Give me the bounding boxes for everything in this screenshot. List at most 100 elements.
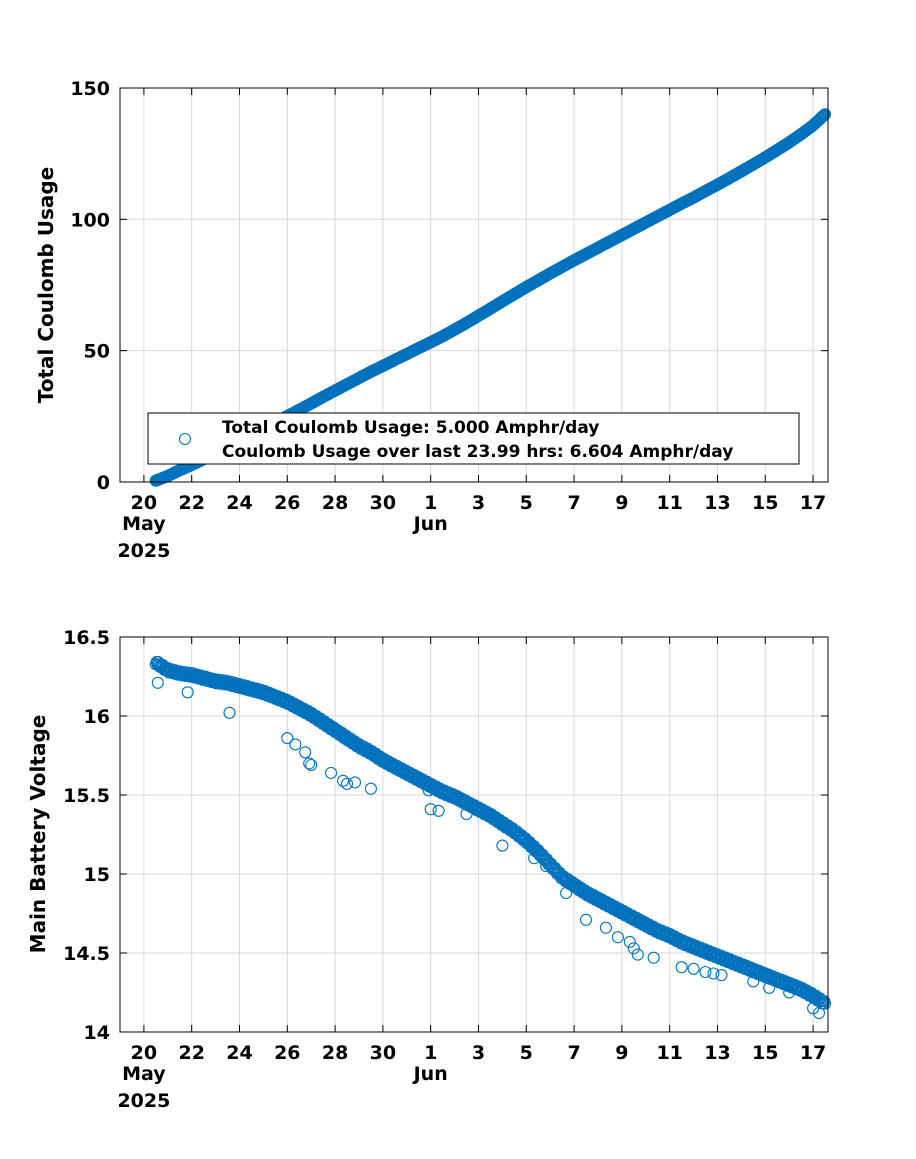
outlier-point bbox=[623, 935, 636, 948]
outlier-point bbox=[579, 913, 593, 926]
x-month-label: May bbox=[122, 1063, 166, 1085]
outlier-point bbox=[337, 774, 350, 787]
x-tick-label: 7 bbox=[567, 1042, 580, 1064]
x-tick-label: 1 bbox=[424, 492, 437, 514]
x-tick-label: 22 bbox=[178, 1042, 204, 1064]
outlier-point bbox=[281, 732, 294, 745]
x-tick-label: 30 bbox=[370, 1042, 396, 1064]
legend-marker bbox=[178, 432, 192, 446]
x-tick-label: 1 bbox=[424, 1042, 437, 1064]
outlier-point bbox=[422, 784, 435, 797]
outlier-point bbox=[289, 738, 302, 751]
outlier-point bbox=[340, 777, 354, 790]
x-tick-label: 26 bbox=[274, 1042, 300, 1064]
x-tick-label: 5 bbox=[520, 492, 533, 514]
outlier-point bbox=[715, 969, 728, 982]
outlier-point bbox=[675, 961, 688, 974]
outlier-point bbox=[687, 962, 700, 975]
outlier-point bbox=[496, 839, 509, 852]
outlier-point bbox=[303, 757, 316, 770]
legend: Total Coulomb Usage: 5.000 Amphr/day Cou… bbox=[147, 412, 800, 465]
y-tick-label: 14.5 bbox=[63, 943, 110, 965]
x-tick-label: 9 bbox=[615, 492, 628, 514]
x-month-label: May bbox=[122, 513, 166, 535]
outlier-point bbox=[747, 975, 760, 988]
x-tick-label: 13 bbox=[704, 492, 730, 514]
outlier-point bbox=[783, 986, 796, 999]
legend-entry-total: Total Coulomb Usage: 5.000 Amphr/day bbox=[222, 418, 599, 438]
x-tick-label: 24 bbox=[226, 492, 252, 514]
outlier-point bbox=[305, 758, 318, 772]
outlier-point bbox=[348, 776, 362, 789]
outlier-point bbox=[631, 948, 644, 961]
y-tick-label: 150 bbox=[70, 78, 110, 100]
x-tick-label: 24 bbox=[226, 1042, 252, 1064]
y-tick-label: 16 bbox=[84, 706, 110, 728]
coulomb-y-axis-title: Total Coulomb Usage bbox=[34, 167, 58, 404]
legend-box bbox=[147, 412, 800, 465]
outlier-point bbox=[611, 931, 624, 944]
outlier-point bbox=[424, 803, 437, 816]
outlier-point bbox=[432, 804, 445, 817]
outlier-point bbox=[599, 921, 612, 934]
y-tick-label: 15.5 bbox=[63, 785, 110, 807]
x-tick-label: 11 bbox=[656, 492, 682, 514]
data-point bbox=[814, 112, 827, 125]
voltage-y-axis-title: Main Battery Voltage bbox=[26, 715, 50, 954]
x-tick-label: 7 bbox=[567, 492, 580, 514]
x-tick-label: 22 bbox=[178, 492, 204, 514]
x-tick-label: 28 bbox=[322, 1042, 348, 1064]
x-tick-label: 13 bbox=[704, 1042, 730, 1064]
legend-entry-last-day: Coulomb Usage over last 23.99 hrs: 6.604… bbox=[222, 442, 733, 462]
x-tick-label: 15 bbox=[752, 1042, 778, 1064]
data-point bbox=[818, 997, 832, 1010]
x-tick-label: 30 bbox=[370, 492, 396, 514]
outlier-point bbox=[627, 942, 640, 955]
voltage-ticks bbox=[120, 636, 828, 1033]
x-tick-label: 20 bbox=[131, 492, 157, 514]
x-tick-label: 3 bbox=[472, 492, 485, 514]
outlier-point bbox=[560, 886, 573, 900]
outlier-point bbox=[151, 676, 164, 689]
voltage-y-tick-labels: 14 14.5 15 15.5 16 16.5 bbox=[63, 627, 110, 1044]
y-tick-label: 14 bbox=[84, 1022, 110, 1044]
data-point bbox=[817, 109, 830, 122]
y-tick-label: 100 bbox=[70, 209, 110, 231]
data-point bbox=[815, 111, 828, 124]
coulomb-y-tick-labels: 0 50 100 150 bbox=[70, 78, 110, 494]
x-tick-label: 3 bbox=[472, 1042, 485, 1064]
y-tick-label: 15 bbox=[84, 864, 110, 886]
outlier-point bbox=[699, 965, 712, 979]
x-tick-label: 28 bbox=[322, 492, 348, 514]
outlier-point bbox=[528, 852, 541, 865]
y-tick-label: 0 bbox=[97, 472, 110, 494]
x-year-label: 2025 bbox=[117, 540, 170, 562]
outlier-point bbox=[325, 766, 338, 779]
x-tick-label: 9 bbox=[615, 1042, 628, 1064]
voltage-points bbox=[149, 655, 832, 1020]
coulomb-plot-box bbox=[119, 87, 829, 483]
x-tick-label: 5 bbox=[520, 1042, 533, 1064]
x-month-label: Jun bbox=[412, 513, 448, 535]
outlier-point bbox=[299, 746, 312, 759]
outlier-point bbox=[460, 807, 473, 821]
outlier-point bbox=[707, 967, 720, 980]
y-tick-label: 16.5 bbox=[63, 627, 110, 649]
x-month-label: Jun bbox=[412, 1063, 448, 1085]
outlier-point bbox=[763, 981, 776, 994]
x-tick-label: 20 bbox=[131, 1042, 157, 1064]
voltage-plot-box bbox=[119, 636, 829, 1033]
data-point bbox=[818, 109, 831, 122]
x-tick-label: 17 bbox=[800, 492, 826, 514]
coulomb-ticks bbox=[120, 87, 828, 483]
outlier-point bbox=[540, 860, 553, 873]
outlier-point bbox=[223, 706, 236, 719]
x-year-label: 2025 bbox=[117, 1090, 170, 1112]
outlier-point bbox=[812, 1006, 826, 1020]
x-tick-label: 26 bbox=[274, 492, 300, 514]
